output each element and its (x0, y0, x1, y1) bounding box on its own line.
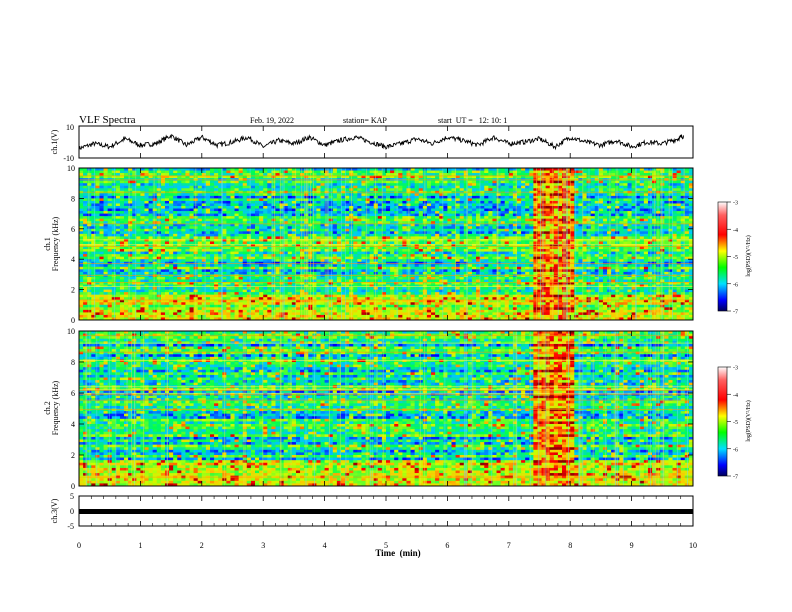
ch1-ytick-bottom: -10 (63, 154, 74, 163)
ch2-spec-ylabel-b: Frequency (kHz) (51, 380, 60, 435)
ch3-ylabel: ch.3(V) (50, 498, 59, 523)
ch1-spectrogram-panel: ch.1 Frequency (kHz) 0 2 4 6 8 10 (43, 164, 694, 325)
colorbar-tick-label: -5 (733, 255, 738, 261)
freq-tick-label: 0 (71, 482, 75, 491)
ch1-ytick-top: 10 (66, 123, 74, 132)
date-label: Feb. 19, 2022 (250, 116, 294, 125)
colorbar-tick-label: -7 (733, 475, 738, 481)
figure-title: VLF Spectra (79, 114, 136, 126)
ch2-spec-yticks: 0 2 4 6 8 10 (67, 327, 693, 491)
freq-tick-label: 10 (67, 327, 75, 336)
freq-tick-label: 10 (67, 164, 75, 173)
ch1-spec-yticks: 0 2 4 6 8 10 (67, 164, 693, 325)
ch2-spec-ylabel-a: ch.2 (43, 401, 52, 415)
time-tick-label: 2 (200, 541, 204, 550)
time-tick-label: 10 (689, 541, 697, 550)
ch1-ylabel: ch.1(V) (50, 129, 59, 154)
freq-tick-label: 6 (71, 389, 75, 398)
ch2-colorbar-label: log(PSD)(V²/Hz) (745, 400, 752, 441)
ch1-spectrogram (79, 168, 694, 321)
freq-tick-label: 4 (71, 420, 75, 429)
ch1-spec-ylabel-a: ch.1 (43, 237, 52, 251)
colorbar-tick-label: -7 (733, 310, 738, 316)
ch3-ytick-bottom: -5 (67, 522, 74, 531)
time-axis-ticks: 0 1 2 3 4 5 6 7 8 9 10 (77, 126, 697, 550)
freq-tick-label: 6 (71, 225, 75, 234)
ch1-waveform-line (78, 133, 684, 151)
colorbar-tick-label: -3 (733, 201, 738, 207)
time-tick-label: 6 (445, 541, 449, 550)
ch1-colorbar: -3 -4 -5 -6 -7 log(PSD)(V²/Hz) (717, 201, 752, 316)
start-ut-label: start UT = 12: 10: 1 (438, 116, 507, 125)
time-tick-label: 4 (323, 541, 327, 550)
time-tick-label: 3 (261, 541, 265, 550)
time-tick-label: 7 (507, 541, 511, 550)
ch1-colorbar-label: log(PSD)(V²/Hz) (745, 235, 752, 276)
freq-tick-label: 2 (71, 451, 75, 460)
ch1-waveform-panel: ch.1(V) 10 -10 (50, 123, 694, 163)
colorbar-tick-label: -5 (733, 420, 738, 426)
colorbar-tick-label: -4 (733, 228, 738, 234)
ch2-spectrogram (79, 331, 694, 487)
colorbar-tick-label: -6 (733, 282, 738, 288)
time-axis-label: Time (min) (375, 548, 420, 558)
colorbar-tick-label: -4 (733, 393, 738, 399)
ch3-waveform-line (79, 509, 693, 514)
freq-tick-label: 4 (71, 255, 75, 264)
ch3-ytick-mid: 0 (70, 507, 74, 516)
freq-tick-label: 0 (71, 316, 75, 325)
ch2-colorbar: -3 -4 -5 -6 -7 log(PSD)(V²/Hz) (717, 366, 752, 481)
colorbar-tick-label: -6 (733, 447, 738, 453)
station-label: station= KAP (343, 116, 387, 125)
freq-tick-label: 8 (71, 194, 75, 203)
ch3-waveform-panel: ch.3(V) 5 0 -5 0 1 2 3 4 5 6 7 8 9 10 Time (min) (50, 126, 697, 558)
freq-tick-label: 8 (71, 358, 75, 367)
colorbar-tick-label: -3 (733, 366, 738, 372)
freq-tick-label: 2 (71, 286, 75, 295)
time-tick-label: 8 (568, 541, 572, 550)
ch1-spec-ylabel-b: Frequency (kHz) (51, 216, 60, 271)
time-tick-label: 1 (138, 541, 142, 550)
time-tick-label: 5 (384, 541, 388, 550)
time-tick-label: 0 (77, 541, 81, 550)
ch2-spectrogram-panel: ch.2 Frequency (kHz) 0 2 4 6 8 10 (43, 327, 694, 491)
time-tick-label: 9 (630, 541, 634, 550)
ch3-ytick-top: 5 (70, 492, 74, 501)
